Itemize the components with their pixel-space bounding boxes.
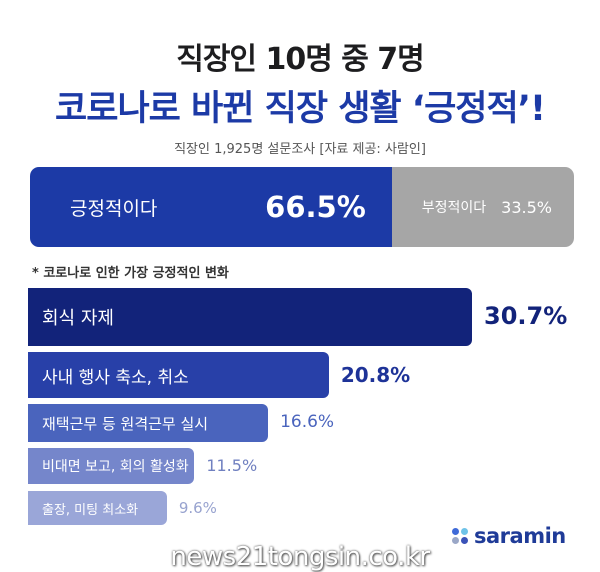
bar-value-0: 30.7% xyxy=(484,302,568,331)
logo-dot xyxy=(452,528,459,535)
bar-4: 출장, 미팅 최소화 xyxy=(28,491,167,525)
logo-dot xyxy=(461,528,468,535)
bar-0: 회식 자제 xyxy=(28,288,472,346)
logo-dot xyxy=(461,537,468,544)
positive-segment: 긍정적이다 66.5% xyxy=(30,167,392,247)
bar-value-3: 11.5% xyxy=(206,456,258,476)
positive-value: 66.5% xyxy=(265,190,366,224)
bar-label-2: 재택근무 등 원격근무 실시 xyxy=(42,414,209,433)
negative-label: 부정적이다 xyxy=(421,200,487,216)
headline: 직장인 10명 중 7명 xyxy=(176,42,425,77)
watermark: news21tongsin.co.kr xyxy=(170,542,430,572)
bar-label-3: 비대면 보고, 회의 활성화 xyxy=(42,459,189,475)
bar-1: 사내 행사 축소, 취소 xyxy=(28,352,329,398)
logo-dot xyxy=(452,537,459,544)
bar-value-4: 9.6% xyxy=(178,498,217,517)
bar-label-0: 회식 자제 xyxy=(42,308,114,329)
saramin-logo: saramin xyxy=(452,524,566,548)
survey-source: 직장인 1,925명 설문조사 [자료 제공: 사람인] xyxy=(174,142,426,157)
logo-text: saramin xyxy=(474,524,566,548)
chart-footnote: * 코로나로 인한 가장 긍정적인 변화 xyxy=(32,266,229,281)
bar-value-2: 16.6% xyxy=(280,412,335,433)
bar-label-4: 출장, 미팅 최소화 xyxy=(42,502,139,518)
positive-label: 긍정적이다 xyxy=(70,197,158,220)
headline-main: 코로나로 바뀐 직장 생활 ‘긍정적’! xyxy=(55,89,546,129)
negative-segment: 부정적이다 33.5% xyxy=(391,167,574,247)
bar-label-1: 사내 행사 축소, 취소 xyxy=(42,367,189,388)
logo-dots-icon xyxy=(452,528,468,544)
negative-value: 33.5% xyxy=(501,197,552,217)
sentiment-split-bar: 긍정적이다 66.5% 부정적이다 33.5% xyxy=(30,167,574,247)
bar-value-1: 20.8% xyxy=(340,362,411,387)
bar-2: 재택근무 등 원격근무 실시 xyxy=(28,404,269,442)
bar-3: 비대면 보고, 회의 활성화 xyxy=(28,448,195,484)
